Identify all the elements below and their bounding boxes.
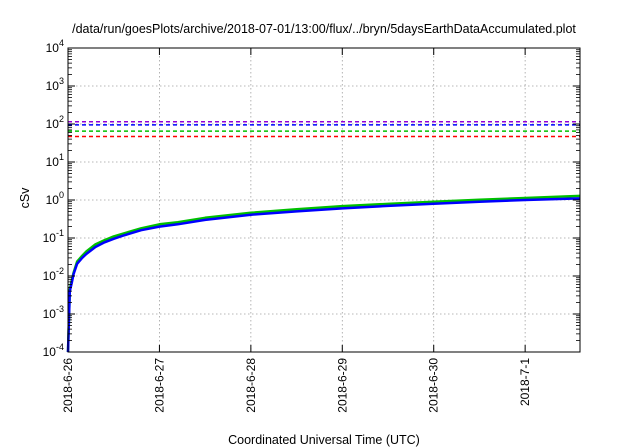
x-tick-label: 2018-7-1 [518, 358, 532, 406]
y-tick-label: 100 [46, 190, 64, 207]
grid [68, 48, 580, 352]
x-axis-title: Coordinated Universal Time (UTC) [228, 433, 420, 447]
chart-title: /data/run/goesPlots/archive/2018-07-01/1… [72, 22, 576, 36]
y-tick-label: 101 [46, 152, 64, 169]
x-tick-label: 2018-6-27 [152, 358, 166, 413]
y-tick-label: 10-2 [43, 266, 64, 283]
x-tick-label: 2018-6-26 [61, 358, 75, 413]
x-tick-label: 2018-6-30 [427, 358, 441, 413]
y-tick-label: 104 [46, 38, 64, 55]
threshold-lines [68, 120, 580, 138]
x-tick-label: 2018-6-28 [244, 358, 258, 413]
axes: 10-4 10-3 10-2 10-1 100 101 102 103 104 2018-6-26… [43, 38, 580, 413]
y-tick-label: 10-3 [43, 304, 64, 321]
series-lines [66, 194, 581, 353]
y-tick-label: 10-4 [43, 342, 64, 359]
y-tick-label: 103 [46, 76, 64, 93]
series-line [66, 197, 581, 353]
x-tick-label: 2018-6-29 [335, 358, 349, 413]
y-axis-title: cSv [18, 187, 32, 209]
y-tick-label: 102 [46, 114, 64, 131]
series-line [66, 194, 581, 353]
y-tick-label: 10-1 [43, 228, 64, 245]
